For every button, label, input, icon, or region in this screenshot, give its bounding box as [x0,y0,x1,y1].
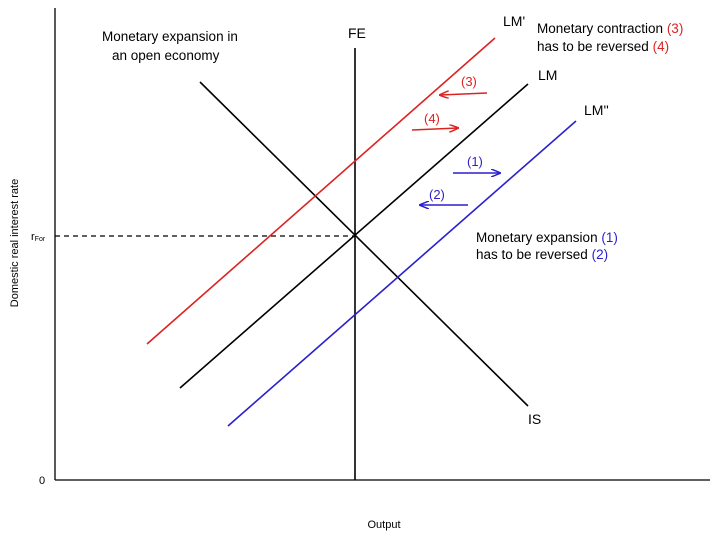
contraction-num: (3) [667,21,684,36]
arrow-1-label: (1) [467,154,483,169]
origin-label: 0 [39,475,45,487]
is-label: IS [528,411,541,427]
lm-double-prime-label: LM'' [584,102,609,118]
arrow-3 [440,93,488,95]
r-for-subscript: For [35,236,46,243]
arrow-2-label: (2) [429,187,445,202]
contraction-text: Monetary contraction [537,21,667,36]
lm-prime-label: LM' [503,13,525,29]
lm-prime-curve [146,37,496,345]
expansion-line2-num: (2) [592,247,609,262]
arrow-3-label: (3) [461,74,477,89]
lm-label: LM [538,67,557,83]
expansion-num: (1) [601,230,618,245]
expansion-annotation-line-2: has to be reversed (2) [476,247,608,262]
lm-curve [179,83,529,389]
lm-double-prime-curve [227,120,577,427]
r-for-symbol: r [31,231,35,243]
expansion-line2-text: has to be reversed [476,247,592,262]
contraction-line2-num: (4) [653,39,670,54]
title-line-2: an open economy [112,48,220,63]
expansion-annotation-line-1: Monetary expansion (1) [476,230,618,245]
is-curve [199,81,529,407]
arrow-4 [411,128,458,130]
contraction-annotation-line-2: has to be reversed (4) [537,39,669,54]
y-axis-label: Domestic real interest rate [9,179,21,307]
x-axis-label: Output [367,519,400,531]
r-for-label: rFor [31,231,46,243]
title-line-1: Monetary expansion in [102,29,238,44]
expansion-text: Monetary expansion [476,230,601,245]
fe-label: FE [348,25,366,41]
contraction-annotation-line-1: Monetary contraction (3) [537,21,683,36]
contraction-line2-text: has to be reversed [537,39,653,54]
arrow-4-label: (4) [424,111,440,126]
